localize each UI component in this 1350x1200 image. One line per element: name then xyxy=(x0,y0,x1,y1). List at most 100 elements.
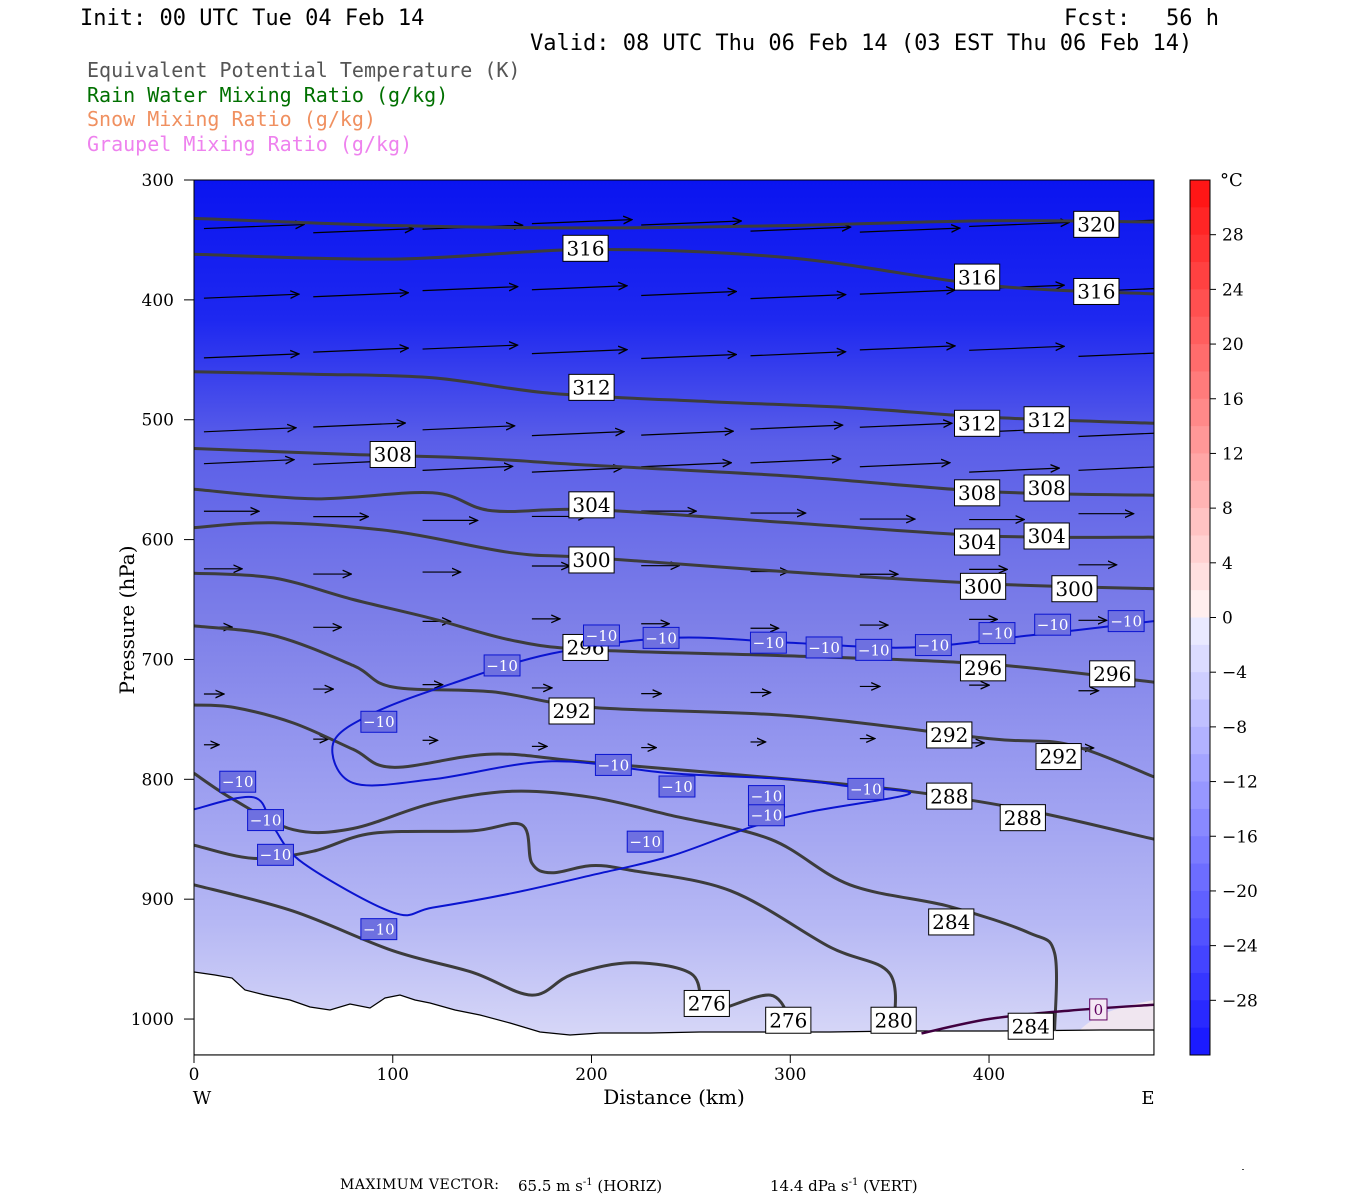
wind-vector xyxy=(641,291,736,295)
theta-e-label-296-box xyxy=(959,654,1007,682)
isotherm-label-box xyxy=(658,775,696,798)
isotherm-label-text: −10 xyxy=(629,833,661,851)
isotherm-label: −10 xyxy=(749,631,787,654)
theta-e-label-320-text: 320 xyxy=(1077,213,1115,237)
theta-e-label-292: 292 xyxy=(1035,743,1082,771)
theta-e-label-304-text: 304 xyxy=(572,493,610,517)
wind-vector xyxy=(641,431,733,435)
plot-frame xyxy=(193,179,1155,1056)
theta-e-label-288-box xyxy=(999,804,1046,832)
colorbar-unit: °C xyxy=(1220,170,1243,191)
isotherm-label-text: −10 xyxy=(858,641,890,659)
pressure-axis: 300 400 500 600 700 800 900 1000 xyxy=(131,171,194,1030)
wind-vector xyxy=(313,423,405,427)
theta-e-label-304-box xyxy=(1023,522,1070,550)
colorbar-label: −24 xyxy=(1222,937,1258,957)
theta-e-label-316: 316 xyxy=(562,234,609,262)
theta-e-label-296: 296 xyxy=(959,654,1007,682)
theta-e-label-308-text: 308 xyxy=(958,481,996,505)
y-tick-label: 1000 xyxy=(131,1010,174,1030)
isotherm-label: −10 xyxy=(626,830,664,853)
x-axis-east-label: E xyxy=(1141,1088,1154,1109)
legend-graupel: Graupel Mixing Ratio (g/kg) xyxy=(87,132,413,156)
isotherm-0-label-text: 0 xyxy=(1094,1001,1104,1019)
isotherm-label-box xyxy=(855,638,893,661)
isotherm-label: −10 xyxy=(642,626,680,649)
wind-vector xyxy=(859,290,955,294)
y-tick-label: 400 xyxy=(142,291,174,311)
theta-e-contour-320 xyxy=(194,216,1154,230)
theta-e-label-296: 296 xyxy=(1089,660,1136,688)
theta-e-label-312-text: 312 xyxy=(1028,408,1066,432)
y-axis-label: Pressure (hPa) xyxy=(115,546,139,695)
forecast-label: Fcst: xyxy=(1064,6,1131,31)
theta-e-label-316: 316 xyxy=(954,263,1001,291)
max-vector-horiz-unit: (HORIZ) xyxy=(597,1177,663,1195)
y-tick-label: 900 xyxy=(142,890,174,910)
wind-vector xyxy=(969,346,1064,350)
theta-e-label-308-box xyxy=(1023,474,1070,502)
colorbar-segment xyxy=(1190,262,1210,290)
theta-e-label-276: 276 xyxy=(683,989,730,1017)
isotherm-label-text: −10 xyxy=(1037,616,1069,634)
theta-e-label-300-box xyxy=(568,546,615,574)
theta-e-label-300-box xyxy=(959,572,1007,600)
isotherm-label: −10 xyxy=(1107,610,1145,633)
isotherm-label-box xyxy=(805,636,843,659)
isotherm-label-box xyxy=(1107,610,1145,633)
theta-e-label-304: 304 xyxy=(954,528,1001,556)
colorbar-segment xyxy=(1190,972,1210,1001)
wind-vector xyxy=(313,293,408,297)
isotherm-label: −10 xyxy=(360,710,398,733)
theta-e-label-304: 304 xyxy=(568,491,615,519)
theta-e-label-288-text: 288 xyxy=(930,784,968,808)
y-tick-label: 500 xyxy=(142,411,174,431)
theta-e-label-284-text: 284 xyxy=(932,910,970,934)
isotherm-0-label: 0 xyxy=(1089,998,1108,1021)
theta-e-label-300-text: 300 xyxy=(964,575,1002,599)
isotherm-label-box xyxy=(360,710,398,733)
isotherm-label-text: −10 xyxy=(808,639,840,657)
wind-vector xyxy=(203,354,299,358)
colorbar-label: 8 xyxy=(1222,499,1233,519)
y-tick-label: 800 xyxy=(142,770,174,790)
isotherm-label-box xyxy=(642,626,680,649)
isotherm-label-text: −10 xyxy=(598,756,630,774)
isotherm-label-text: −10 xyxy=(751,807,783,825)
theta-e-label-296-text: 296 xyxy=(964,656,1002,680)
colorbar-label: −12 xyxy=(1222,773,1258,793)
isotherm-label-text: −10 xyxy=(250,811,282,829)
max-vector-vert-value: 14.4 dPa s xyxy=(770,1177,849,1195)
max-vector-vert-exponent: -1 xyxy=(848,1177,859,1188)
isotherm-label-text: −10 xyxy=(1110,612,1142,630)
isotherm-label-text: −10 xyxy=(753,634,785,652)
theta-e-label-312: 312 xyxy=(1023,406,1070,434)
colorbar-segment xyxy=(1190,535,1210,564)
theta-e-label-276-box xyxy=(683,989,730,1017)
isotherm-label: −10 xyxy=(805,636,843,659)
wind-vector xyxy=(422,466,513,470)
wind-vector xyxy=(531,286,627,290)
colorbar-label: 0 xyxy=(1222,609,1233,629)
wind-vector xyxy=(1078,352,1154,357)
colorbar-label: 4 xyxy=(1222,554,1233,574)
theta-e-contour-280 xyxy=(194,821,897,1032)
isotherm-label-text: −10 xyxy=(260,846,292,864)
wind-vector xyxy=(313,229,413,233)
theta-e-label-288: 288 xyxy=(999,804,1046,832)
theta-e-label-292-text: 292 xyxy=(553,699,591,723)
theta-e-label-292-box xyxy=(548,697,595,725)
wind-vector xyxy=(531,468,622,472)
wind-vector xyxy=(531,432,624,436)
colorbar-segment xyxy=(1190,398,1210,427)
colorbar-segment xyxy=(1190,426,1210,454)
colorbar-segment xyxy=(1190,371,1210,400)
isotherm-label-text: −10 xyxy=(363,713,395,731)
theta-e-label-292: 292 xyxy=(548,697,595,725)
max-vector-horiz: 65.5 m s-1 (HORIZ) xyxy=(518,1177,662,1195)
theta-e-label-316-text: 316 xyxy=(958,265,996,289)
wind-vector xyxy=(1078,466,1154,471)
valid-time: Valid: 08 UTC Thu 06 Feb 14 (03 EST Thu … xyxy=(530,31,1193,56)
wind-vector xyxy=(422,345,518,349)
forecast-hour: 56 h xyxy=(1166,6,1219,31)
